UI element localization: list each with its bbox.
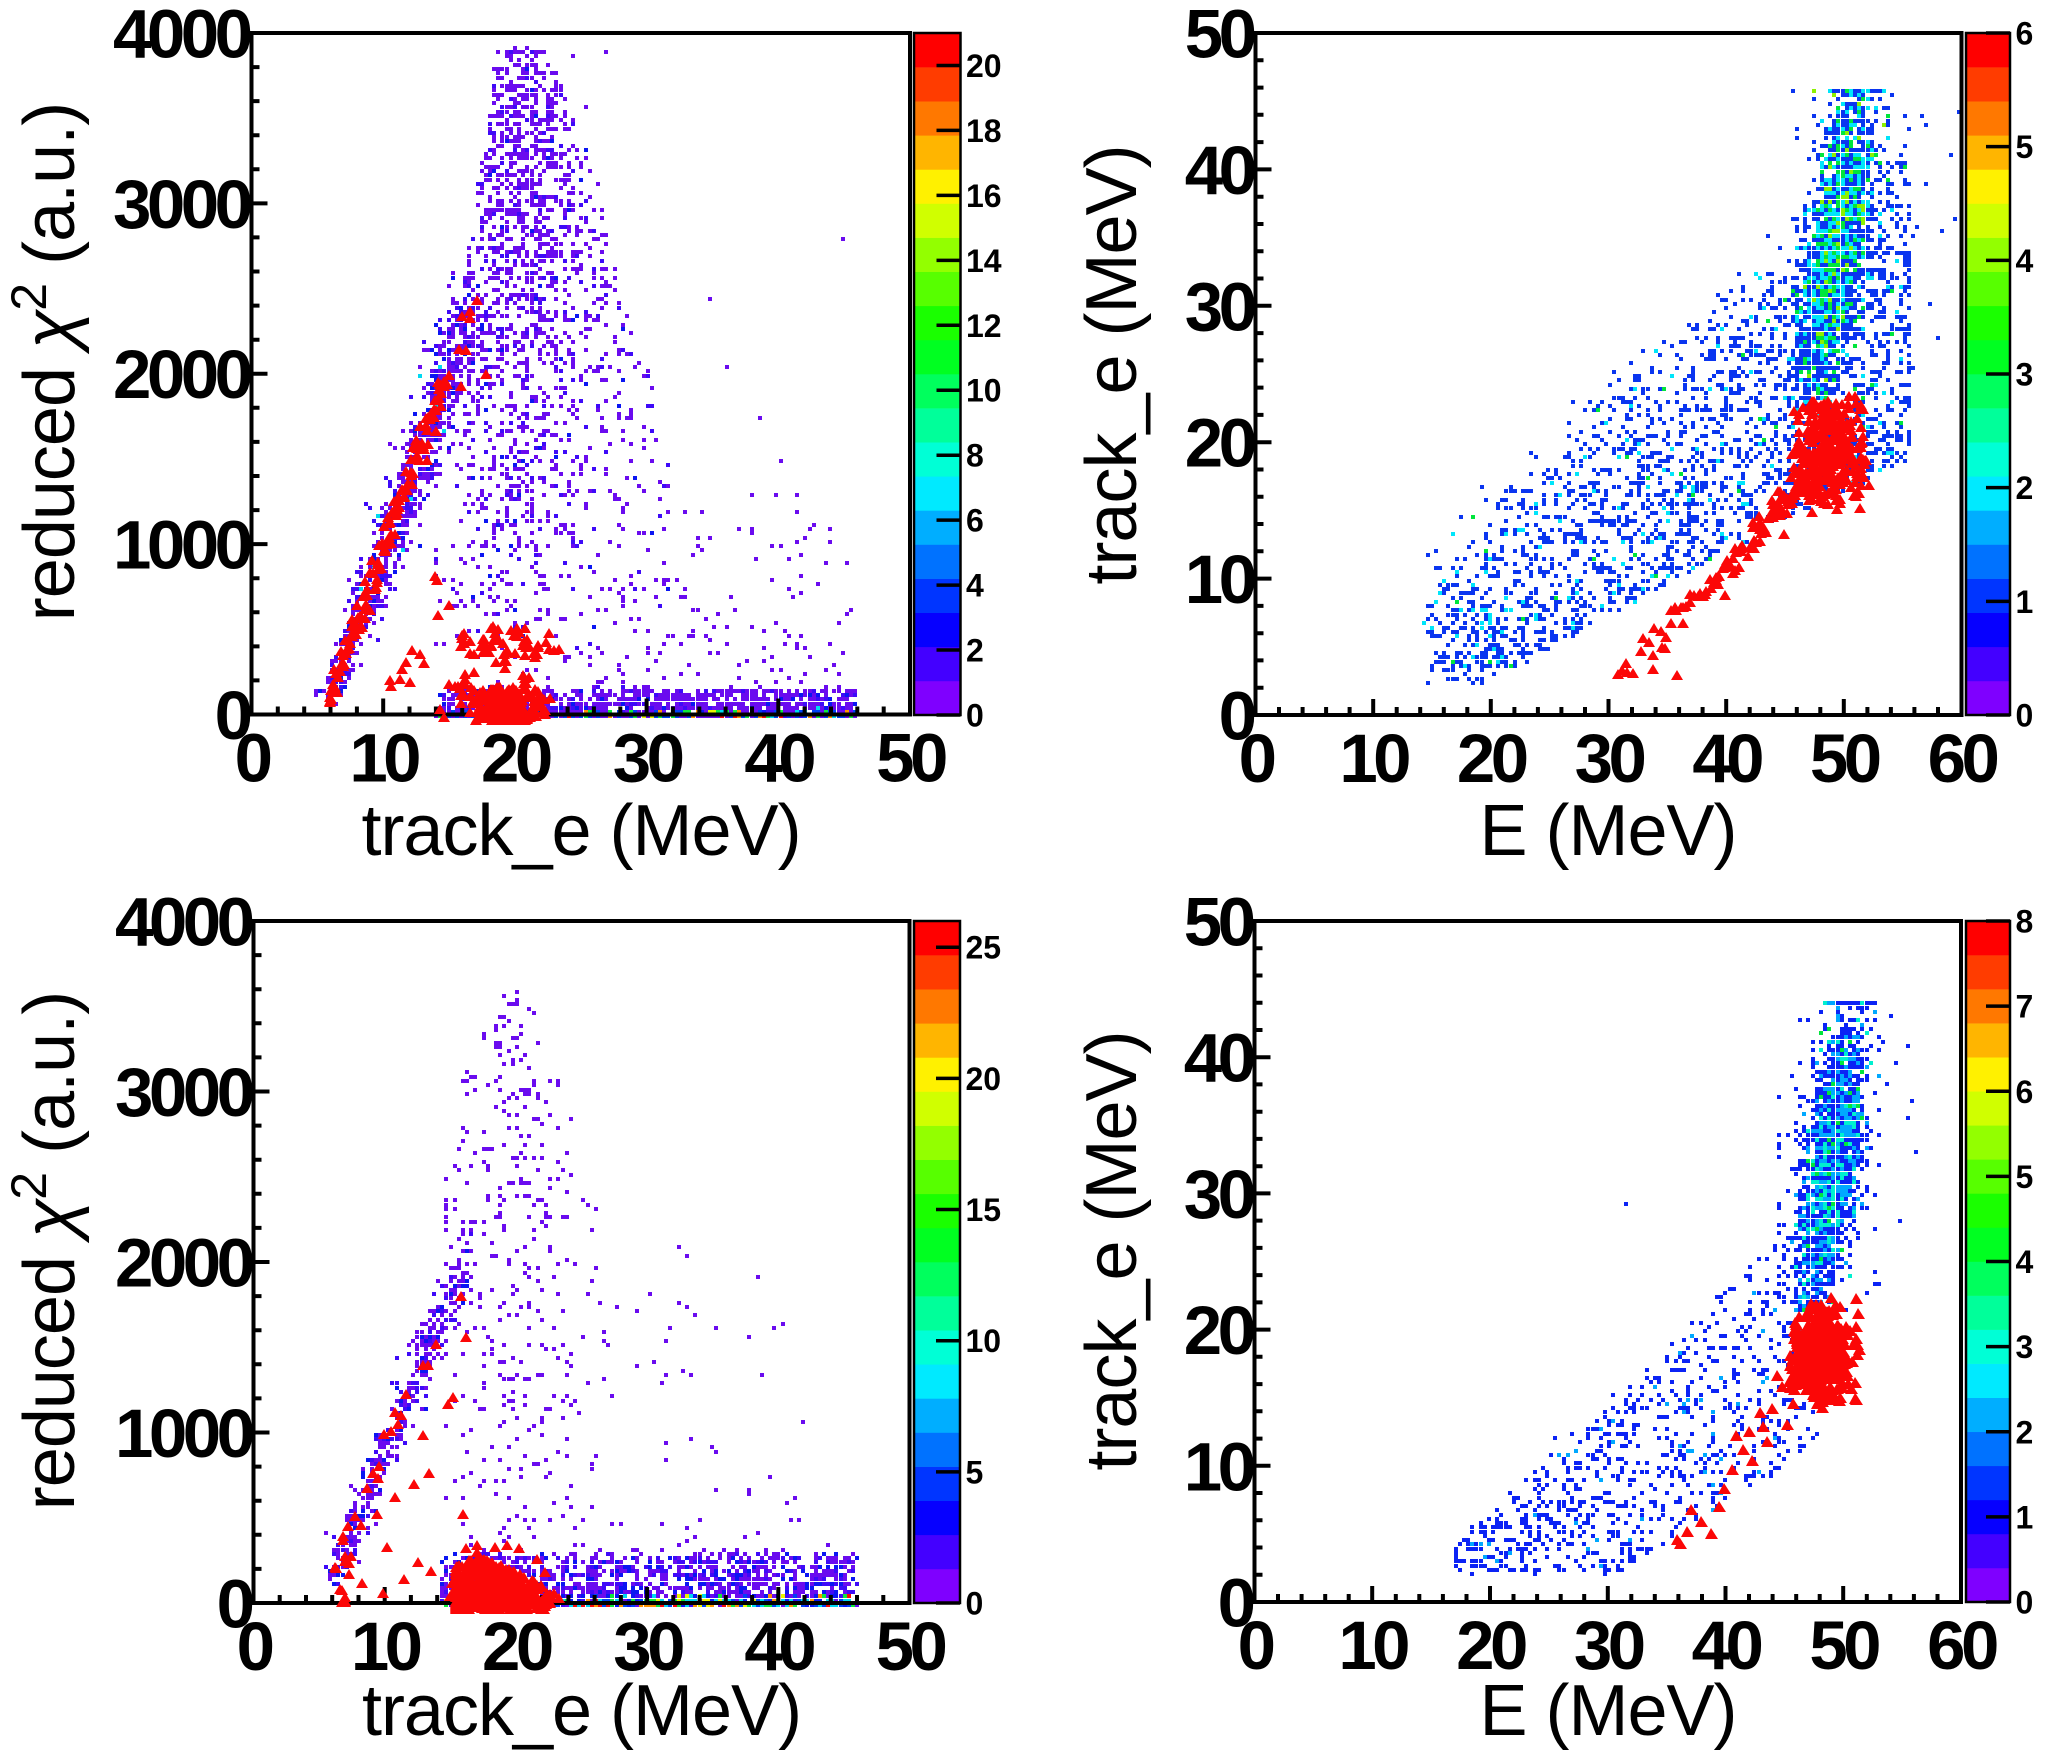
svg-text:0: 0 [966,698,984,734]
svg-text:20: 20 [1184,1292,1254,1369]
svg-text:10: 10 [1339,720,1409,797]
svg-text:4000: 4000 [113,0,251,73]
svg-text:reduced χ2 (a.u.): reduced χ2 (a.u.) [1,992,90,1510]
svg-text:60: 60 [1927,1607,1997,1684]
svg-text:5: 5 [2016,1159,2034,1195]
svg-text:0: 0 [1219,678,1255,755]
svg-text:50: 50 [876,720,946,797]
svg-text:0: 0 [966,1586,984,1622]
svg-text:2: 2 [2016,1414,2034,1450]
svg-text:20: 20 [1457,720,1527,797]
svg-text:40: 40 [1185,132,1255,209]
svg-text:0: 0 [1239,720,1275,797]
svg-text:50: 50 [1809,1607,1879,1684]
svg-text:20: 20 [966,1061,1002,1097]
svg-text:3000: 3000 [113,166,251,243]
svg-text:8: 8 [966,438,984,474]
svg-text:0: 0 [217,1566,253,1643]
svg-text:40: 40 [744,1608,814,1685]
svg-text:18: 18 [966,113,1002,149]
svg-text:6: 6 [966,503,984,539]
svg-text:track_e (MeV): track_e (MeV) [362,1671,801,1751]
svg-text:0: 0 [237,1608,273,1685]
svg-text:60: 60 [1928,720,1998,797]
svg-text:E (MeV): E (MeV) [1479,1671,1736,1751]
svg-text:20: 20 [481,720,551,797]
svg-text:reduced χ2 (a.u.): reduced χ2 (a.u.) [1,103,90,621]
svg-text:30: 30 [613,1608,683,1685]
svg-text:5: 5 [966,1454,984,1490]
svg-text:30: 30 [1185,268,1255,345]
svg-text:1: 1 [2016,584,2034,620]
svg-text:30: 30 [1184,1156,1254,1233]
svg-text:14: 14 [966,243,1002,279]
svg-text:16: 16 [966,178,1002,214]
svg-text:10: 10 [1184,1428,1254,1505]
svg-text:30: 30 [613,720,683,797]
svg-text:20: 20 [482,1608,552,1685]
svg-text:4: 4 [2016,1244,2034,1280]
svg-text:2: 2 [966,633,984,669]
svg-text:4: 4 [966,568,984,604]
svg-text:0: 0 [1218,1565,1254,1642]
svg-text:50: 50 [1810,720,1880,797]
svg-text:5: 5 [2016,129,2034,165]
svg-text:8: 8 [2016,904,2034,940]
svg-text:2000: 2000 [115,1225,253,1302]
svg-text:4: 4 [2016,243,2034,279]
svg-text:40: 40 [744,720,814,797]
svg-text:10: 10 [1338,1607,1408,1684]
svg-text:E (MeV): E (MeV) [1479,791,1736,871]
svg-text:track_e (MeV): track_e (MeV) [1072,145,1152,584]
svg-text:50: 50 [1184,884,1254,961]
svg-text:2000: 2000 [113,336,251,413]
svg-text:50: 50 [1185,0,1255,73]
svg-text:track_e (MeV): track_e (MeV) [361,791,800,871]
svg-text:track_e (MeV): track_e (MeV) [1072,1031,1152,1470]
svg-text:40: 40 [1184,1020,1254,1097]
svg-text:7: 7 [2016,989,2034,1025]
svg-text:10: 10 [349,720,419,797]
svg-text:0: 0 [2016,698,2034,734]
svg-text:1000: 1000 [115,1395,253,1472]
svg-text:6: 6 [2016,1074,2034,1110]
svg-text:40: 40 [1692,720,1762,797]
svg-text:10: 10 [1185,541,1255,618]
svg-text:0: 0 [235,720,271,797]
svg-text:20: 20 [1185,405,1255,482]
svg-text:3: 3 [2016,357,2034,393]
svg-text:0: 0 [1238,1607,1274,1684]
svg-text:0: 0 [215,677,251,754]
svg-text:20: 20 [966,48,1002,84]
svg-text:3000: 3000 [115,1054,253,1131]
svg-text:20: 20 [1456,1607,1526,1684]
svg-text:50: 50 [876,1608,946,1685]
svg-text:10: 10 [966,373,1002,409]
svg-text:1: 1 [2016,1499,2034,1535]
svg-text:6: 6 [2016,16,2034,52]
svg-text:10: 10 [966,1323,1002,1359]
svg-text:30: 30 [1575,720,1645,797]
svg-text:40: 40 [1692,1607,1762,1684]
svg-text:15: 15 [966,1192,1002,1228]
svg-text:4000: 4000 [115,884,253,961]
svg-text:3: 3 [2016,1329,2034,1365]
svg-text:2: 2 [2016,470,2034,506]
svg-text:10: 10 [351,1608,421,1685]
svg-text:12: 12 [966,308,1002,344]
svg-text:25: 25 [966,930,1002,966]
svg-text:0: 0 [2016,1585,2034,1621]
svg-text:30: 30 [1574,1607,1644,1684]
svg-text:1000: 1000 [113,507,251,584]
